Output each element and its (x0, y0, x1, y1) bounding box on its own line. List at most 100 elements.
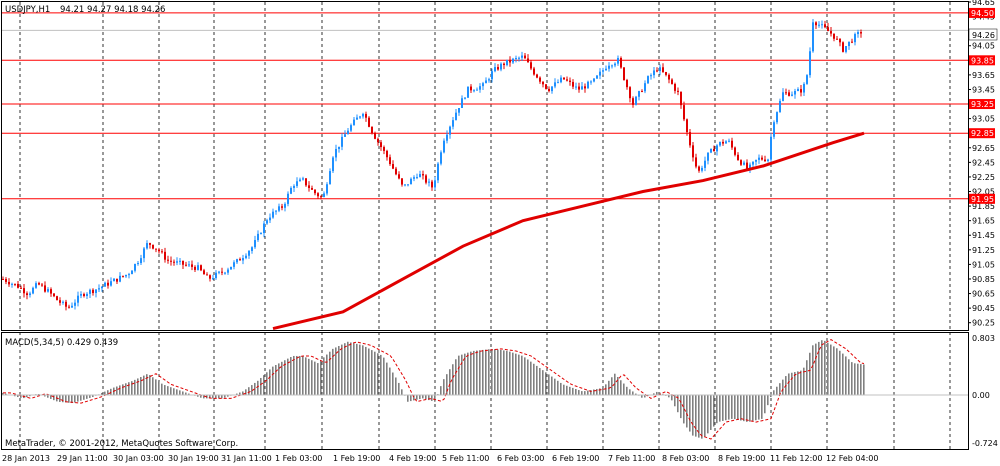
candle-body (473, 90, 475, 92)
candle-body (11, 283, 13, 285)
candle-body (251, 247, 253, 251)
candle-body (608, 65, 610, 69)
candle-body (824, 24, 826, 28)
macd-bar (176, 389, 178, 395)
candle-body (620, 57, 622, 68)
macd-bar (83, 395, 85, 400)
candle-body (320, 196, 322, 198)
candle-body (800, 89, 802, 93)
candle-body (593, 78, 595, 82)
macd-bar (674, 395, 676, 407)
macd-bar (563, 384, 565, 395)
macd-bar (839, 350, 841, 395)
candle-body (155, 248, 157, 250)
macd-bar (26, 395, 28, 398)
candle-body (29, 293, 31, 296)
candle-body (842, 42, 844, 52)
candle-body (488, 79, 490, 81)
macd-bar (683, 395, 685, 424)
macd-bar (725, 395, 727, 421)
candle-body (278, 206, 280, 211)
macd-bar (671, 395, 673, 401)
candle-body (263, 223, 265, 234)
candle-body (257, 233, 259, 241)
candle-body (506, 59, 508, 66)
candle-body (683, 105, 685, 120)
macd-bar (155, 379, 157, 395)
macd-bar (341, 344, 343, 395)
candle-body (140, 258, 142, 264)
candle-body (380, 142, 382, 148)
macd-bar (749, 395, 751, 422)
x-tick-label-8: 5 Feb 11:00 (442, 454, 489, 463)
candle-body (788, 92, 790, 96)
candle-body (605, 68, 607, 71)
macd-bar (812, 345, 814, 395)
candle-body (437, 163, 439, 181)
candle-body (224, 272, 226, 274)
candle-body (32, 287, 34, 294)
macd-bar (677, 395, 679, 413)
candle-body (41, 284, 43, 286)
candle-body (419, 174, 421, 178)
candle-body (383, 147, 385, 151)
candle-body (632, 98, 634, 105)
candle-body (650, 75, 652, 77)
x-tick-label-0: 28 Jan 2013 (2, 454, 50, 463)
candle-body (755, 159, 757, 162)
candle-body (728, 140, 730, 142)
candle-body (416, 177, 418, 179)
candle-body (209, 275, 211, 279)
candle-body (428, 181, 430, 183)
macd-bar (500, 349, 502, 395)
macd-bar (431, 395, 433, 401)
macd-bar (551, 376, 553, 395)
candle-body (521, 55, 523, 58)
macd-bar (707, 395, 709, 434)
macd-bar (653, 393, 655, 395)
candle-body (338, 146, 340, 149)
macd-bar (131, 381, 133, 395)
candle-body (803, 83, 805, 93)
candle-body (680, 91, 682, 106)
price-axis: 94.6594.4594.0593.6593.4593.0592.6592.45… (968, 0, 995, 328)
candle-body (83, 294, 85, 296)
candle-body (773, 122, 775, 137)
x-tick-label-14: 11 Feb 12:00 (770, 454, 822, 463)
y-tick-label-12: 91.45 (972, 231, 995, 240)
candle-body (770, 136, 772, 160)
candle-body (404, 184, 406, 186)
macd-bar (146, 374, 148, 395)
candle-body (212, 278, 214, 280)
macd-bar (512, 352, 514, 395)
candle-body (827, 27, 829, 32)
macd-bar (425, 395, 427, 400)
candle-body (635, 96, 637, 105)
macd-bar (560, 382, 562, 395)
candle-body (422, 174, 424, 176)
macd-bar (623, 383, 625, 395)
candle-body (725, 141, 727, 144)
macd-bar (584, 391, 586, 395)
candle-body (128, 274, 130, 276)
macd-bar (179, 390, 181, 395)
copyright-text: MetaTrader, © 2001-2012, MetaQuotes Soft… (5, 439, 238, 449)
macd-bar (395, 377, 397, 395)
macd-bar (371, 350, 373, 395)
macd-bar (326, 354, 328, 395)
candle-body (833, 33, 835, 39)
candle-body (374, 133, 376, 139)
candle-body (707, 152, 709, 161)
macd-bar (782, 379, 784, 395)
macd-bar (374, 351, 376, 395)
macd-bar (422, 395, 424, 399)
macd-bar (740, 395, 742, 421)
macd-bar (842, 353, 844, 395)
macd-pane-frame (1, 332, 969, 450)
level-label-0: 94.50 (971, 9, 994, 18)
macd-bar (557, 380, 559, 395)
level-tag-3 (969, 128, 995, 139)
candle-body (491, 71, 493, 80)
macd-bar (524, 357, 526, 395)
